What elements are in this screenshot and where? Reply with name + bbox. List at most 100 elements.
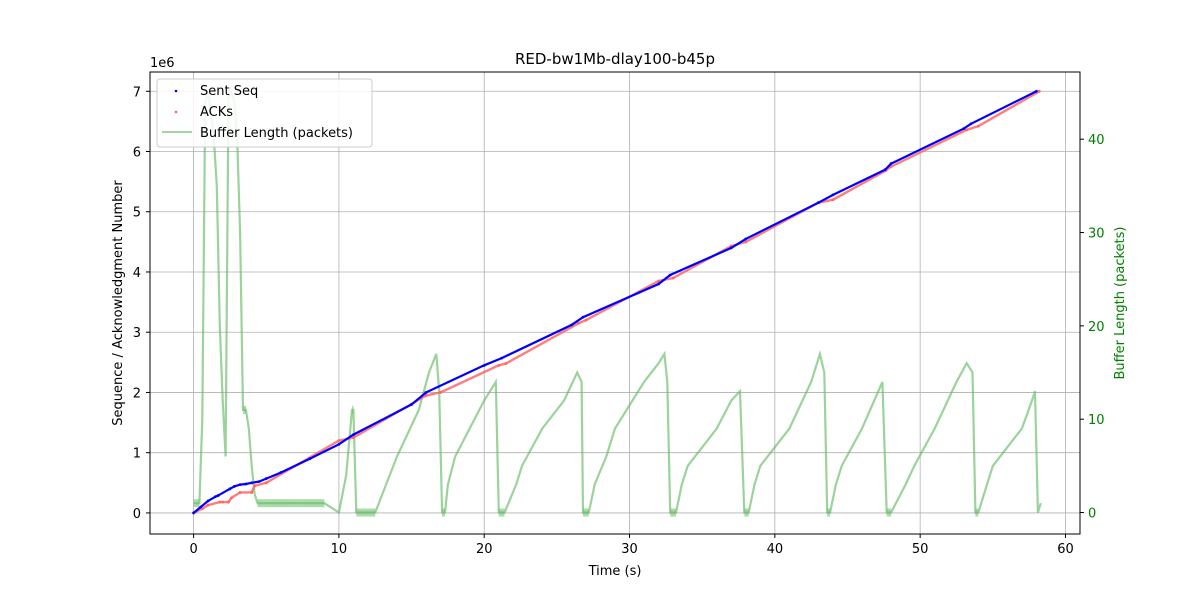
ack-point [1037, 89, 1041, 93]
ack-point [229, 496, 233, 500]
sent-point [1035, 89, 1038, 93]
y-tick-label: 2 [133, 386, 141, 401]
x-tick-label: 60 [1057, 542, 1074, 557]
y2-tick-label: 40 [1088, 133, 1105, 148]
buffer-plateau [193, 499, 200, 508]
buffer-plateau [295, 499, 302, 508]
legend-ack-label: ACKs [200, 105, 233, 120]
ack-point [218, 500, 222, 504]
y2-tick-label: 10 [1088, 413, 1105, 428]
sent-point [581, 315, 585, 319]
sent-point [969, 122, 973, 126]
ack-point [831, 198, 835, 202]
buffer-plateau [744, 508, 749, 517]
buffer-plateau [243, 405, 246, 414]
buffer-plateau [670, 508, 677, 517]
x-tick-label: 0 [189, 542, 197, 557]
ack-point [206, 503, 210, 507]
ack-point [657, 279, 660, 283]
buffer-plateau [263, 499, 267, 508]
buffer-plateau [257, 499, 261, 508]
ack-point [744, 240, 748, 244]
legend-sent-label: Sent Seq [200, 84, 258, 99]
buffer-plateau [886, 508, 892, 517]
y-tick-label: 1 [133, 447, 141, 462]
sent-point [257, 480, 261, 483]
legend: Sent Seq ACKs Buffer Length (packets) [156, 78, 373, 148]
ticks: 0 10 20 30 40 50 60 0 1 2 3 4 5 6 7 0 10 20 30 40 [133, 85, 1105, 557]
ack-point [250, 491, 254, 494]
ack-point [584, 318, 588, 322]
sent-point [657, 282, 660, 286]
sent-point [729, 246, 733, 250]
buffer-plateau [442, 508, 445, 517]
sent-point [216, 494, 220, 497]
sent-point [410, 403, 413, 406]
buffer-plateau [498, 508, 505, 517]
ack-point [238, 491, 242, 494]
sent-point [668, 273, 672, 277]
sent-point [352, 433, 355, 437]
ack-point [221, 500, 225, 504]
sent-point [244, 482, 248, 486]
sent-point [232, 485, 236, 488]
sent-point [883, 168, 887, 171]
sent-point [279, 471, 283, 474]
y-tick-label: 7 [133, 85, 141, 100]
x-axis-label: Time (s) [588, 564, 642, 579]
sent-point [206, 499, 210, 503]
buffer-plateau [975, 508, 979, 517]
y-tick-label: 6 [133, 146, 141, 161]
x-tick-label: 50 [912, 542, 929, 557]
legend-sent-marker [174, 89, 178, 93]
legend-buffer-label: Buffer Length (packets) [200, 126, 353, 141]
ack-point [965, 128, 969, 132]
sent-point [831, 193, 835, 197]
buffer-plateau [367, 508, 376, 517]
sent-point [213, 495, 217, 499]
x-tick-label: 30 [621, 542, 638, 557]
sent-point [500, 356, 504, 360]
ack-point [497, 363, 501, 367]
plot-frame [149, 71, 1081, 535]
x-tick-label: 10 [331, 542, 348, 557]
chart-title: RED-bw1Mb-dlay100-b45p [515, 50, 715, 68]
ack-point [439, 391, 443, 394]
legend-box [156, 78, 373, 148]
y2-tick-label: 30 [1088, 227, 1105, 242]
sent-point [337, 442, 341, 446]
y-tick-label: 4 [133, 266, 141, 281]
ack-point [976, 124, 980, 128]
buffer-plateau [351, 405, 354, 414]
y-axis-label: Sequence / Acknowledgment Number [111, 180, 126, 426]
ack-point [253, 484, 257, 488]
ack-point [264, 481, 268, 485]
sent-point [192, 511, 195, 515]
sent-point [264, 477, 268, 480]
sent-point [482, 363, 486, 367]
x-tick-label: 20 [476, 542, 493, 557]
buffer-plateau [827, 508, 831, 517]
buffer-plateau [356, 508, 368, 517]
y2-axis-label: Buffer Length (packets) [1113, 226, 1128, 379]
y2-tick-label: 0 [1088, 507, 1096, 522]
buffer-plateau [266, 499, 296, 508]
ack-point [504, 362, 508, 365]
sent-point [744, 237, 748, 241]
legend-ack-marker [174, 110, 178, 114]
ack-point [671, 276, 675, 280]
buffer-plateau [301, 499, 325, 508]
sent-point [238, 483, 242, 487]
x-tick-label: 40 [767, 542, 784, 557]
sent-point [889, 162, 893, 165]
sent-point [199, 505, 203, 509]
y-tick-label: 0 [133, 507, 141, 522]
sent-point [308, 457, 312, 461]
buffer-plateau [260, 499, 264, 508]
y2-tick-label: 20 [1088, 320, 1105, 335]
sent-point [817, 201, 820, 205]
offset-text: 1e6 [150, 56, 175, 71]
buffer-plateau [583, 508, 589, 517]
sent-series-layer [192, 89, 1038, 515]
